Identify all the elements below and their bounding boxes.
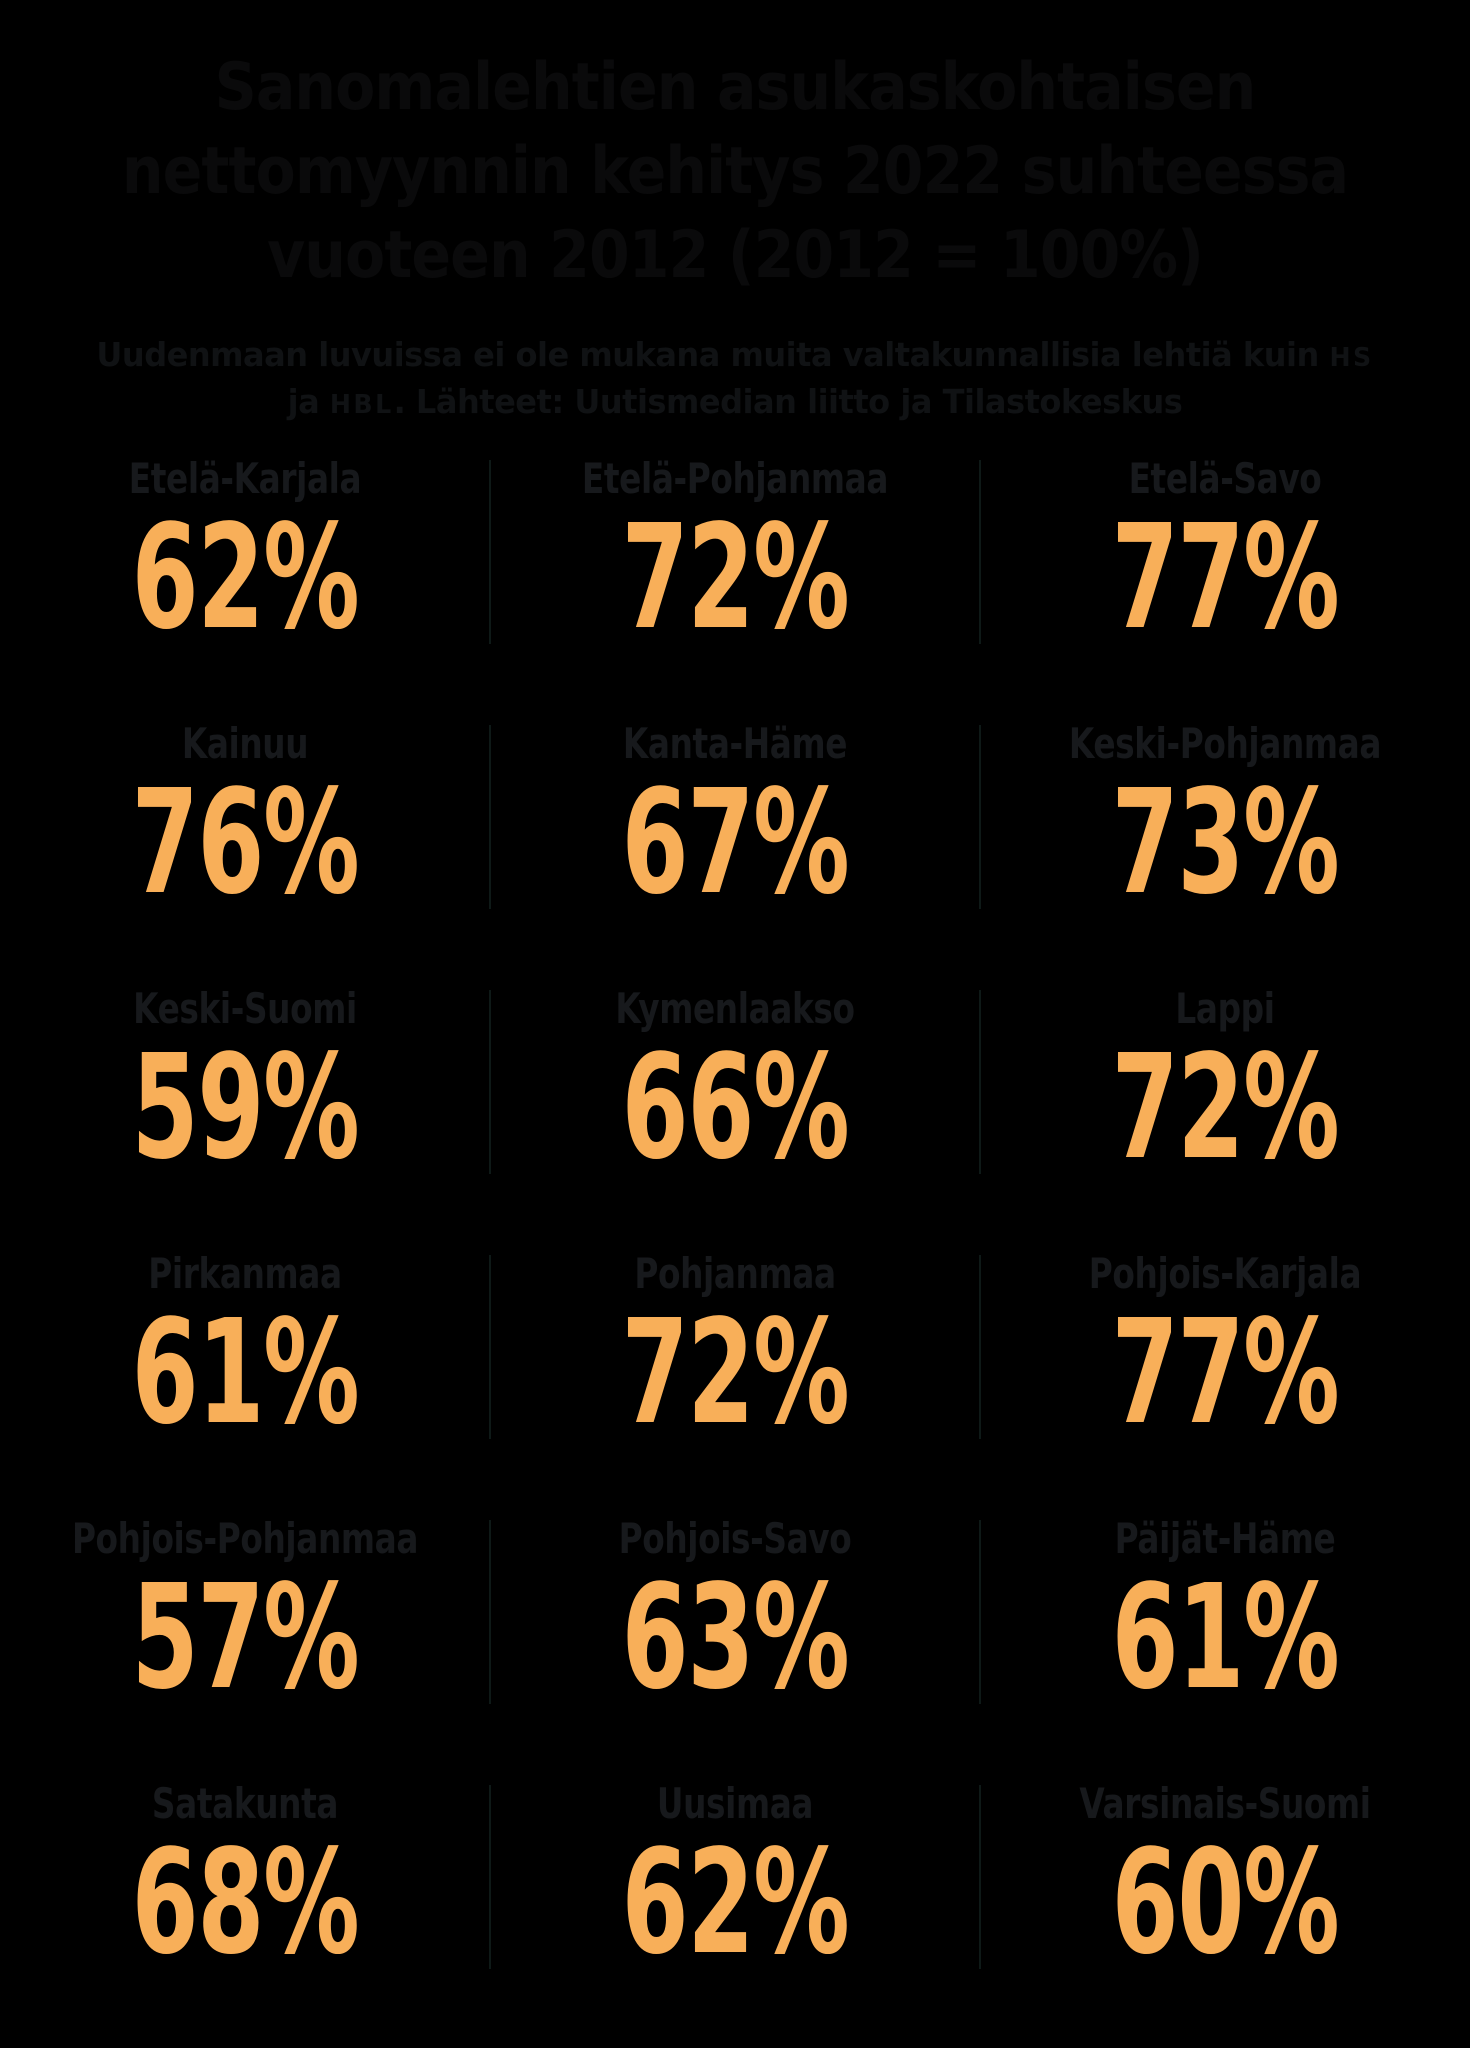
- chart-title-line-3: vuoteen 2012 (2012 = 100%): [267, 218, 1204, 293]
- region-value: 63%: [621, 1553, 850, 1721]
- region-value: 59%: [131, 1023, 360, 1191]
- subtitle-abbr-hbl: HBL: [329, 390, 394, 420]
- chart-subtitle: Uudenmaan luvuissa ei ole mukana muita v…: [22, 333, 1448, 427]
- region-value: 61%: [1111, 1553, 1340, 1721]
- region-cell: Varsinais-Suomi 60%: [979, 1779, 1470, 2048]
- region-cell: Kymenlaakso 66%: [489, 984, 980, 1253]
- region-cell: Uusimaa 62%: [489, 1779, 980, 2048]
- region-name: Keski-Pohjanmaa: [1068, 719, 1382, 768]
- region-value: 60%: [1111, 1818, 1340, 1986]
- region-name: Uusimaa: [656, 1779, 814, 1828]
- region-value: 57%: [131, 1553, 360, 1721]
- region-value: 66%: [621, 1023, 850, 1191]
- region-value: 72%: [621, 493, 850, 661]
- region-value: 68%: [131, 1818, 360, 1986]
- region-cell: Pohjois-Karjala 77%: [979, 1249, 1470, 1518]
- region-grid: Etelä-Karjala 62% Etelä-Pohjanmaa 72% Et…: [0, 458, 1470, 2048]
- region-name: Kymenlaakso: [615, 984, 855, 1033]
- region-cell: Pohjanmaa 72%: [489, 1249, 980, 1518]
- region-name: Pohjois-Karjala: [1088, 1249, 1362, 1298]
- subtitle-text-1: Uudenmaan luvuissa ei ole mukana muita v…: [96, 335, 1330, 374]
- region-cell: Pirkanmaa 61%: [0, 1253, 490, 1518]
- region-cell: Keski-Pohjanmaa 73%: [979, 719, 1470, 988]
- subtitle-text-2: ja: [287, 382, 330, 421]
- subtitle-text-3: . Lähteet: Uutismedian liitto ja Tilasto…: [393, 382, 1183, 421]
- region-name: Etelä-Savo: [1128, 454, 1322, 503]
- chart-title-line-1: Sanomalehtien asukaskohtaisen: [214, 50, 1257, 125]
- region-name: Pirkanmaa: [148, 1249, 342, 1298]
- region-name: Varsinais-Suomi: [1079, 1779, 1371, 1828]
- region-value: 76%: [131, 758, 360, 926]
- region-value: 67%: [621, 758, 850, 926]
- region-name: Etelä-Pohjanmaa: [581, 454, 889, 503]
- region-name: Pohjois-Pohjanmaa: [71, 1514, 419, 1563]
- region-cell: Pohjois-Pohjanmaa 57%: [0, 1518, 490, 1783]
- region-cell: Kanta-Häme 67%: [489, 719, 980, 988]
- region-name: Kanta-Häme: [622, 719, 848, 768]
- chart-title: Sanomalehtien asukaskohtaisen nettomyynn…: [0, 0, 1470, 298]
- region-name: Satakunta: [151, 1779, 339, 1828]
- region-cell: Satakunta 68%: [0, 1783, 490, 2048]
- region-cell: Etelä-Savo 77%: [979, 454, 1470, 723]
- region-name: Pohjanmaa: [634, 1249, 836, 1298]
- region-cell: Päijät-Häme 61%: [979, 1514, 1470, 1783]
- region-cell: Kainuu 76%: [0, 723, 490, 988]
- region-value: 77%: [1111, 1288, 1340, 1456]
- region-value: 72%: [621, 1288, 850, 1456]
- region-value: 62%: [621, 1818, 850, 1986]
- region-name: Etelä-Karjala: [128, 454, 362, 503]
- region-name: Pohjois-Savo: [618, 1514, 852, 1563]
- region-cell: Keski-Suomi 59%: [0, 988, 490, 1253]
- region-value: 73%: [1111, 758, 1340, 926]
- subtitle-abbr-hs: HS: [1329, 343, 1374, 373]
- region-value: 61%: [131, 1288, 360, 1456]
- region-cell: Etelä-Pohjanmaa 72%: [489, 454, 980, 723]
- region-value: 72%: [1111, 1023, 1340, 1191]
- region-cell: Pohjois-Savo 63%: [489, 1514, 980, 1783]
- region-value: 77%: [1111, 493, 1340, 661]
- region-cell: Lappi 72%: [979, 984, 1470, 1253]
- region-name: Kainuu: [181, 719, 309, 768]
- region-value: 62%: [131, 493, 360, 661]
- region-name: Keski-Suomi: [133, 984, 357, 1033]
- region-cell: Etelä-Karjala 62%: [0, 458, 490, 723]
- chart-title-line-2: nettomyynnin kehitys 2022 suhteessa: [121, 134, 1349, 209]
- region-name: Päijät-Häme: [1114, 1514, 1336, 1563]
- region-name: Lappi: [1175, 984, 1275, 1033]
